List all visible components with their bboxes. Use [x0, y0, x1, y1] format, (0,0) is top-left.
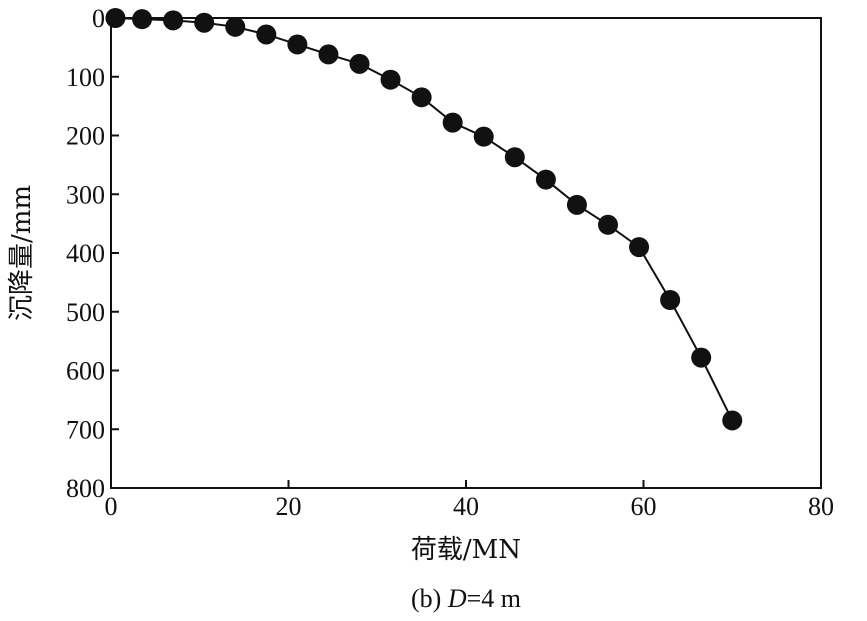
- x-tick-label: 40: [453, 492, 479, 521]
- data-point: [691, 347, 712, 368]
- data-point: [598, 214, 618, 235]
- y-tick-label: 300: [66, 180, 105, 209]
- series-line: [115, 17, 734, 421]
- y-tick-label: 800: [66, 474, 105, 503]
- data-point: [411, 87, 432, 108]
- data-point: [163, 10, 184, 31]
- data-point: [535, 169, 556, 190]
- x-tick-label: 80: [808, 492, 834, 521]
- y-tick-label: 600: [66, 357, 105, 386]
- caption-prefix: (b): [411, 584, 448, 613]
- data-point: [256, 24, 277, 45]
- data-point: [473, 126, 494, 147]
- data-point: [287, 34, 308, 55]
- y-tick-label: 200: [66, 122, 105, 151]
- data-point: [504, 147, 525, 168]
- x-axis-title: 荷载/MN: [411, 535, 521, 565]
- y-tick-label: 500: [66, 298, 105, 327]
- data-point: [380, 69, 401, 90]
- y-tick-label: 700: [66, 415, 105, 444]
- data-point: [660, 290, 681, 310]
- data-points-group: [105, 8, 743, 431]
- y-tick-label: 100: [66, 63, 105, 92]
- y-axis-ticks-group: 0 100 200 300 400 500 600 700 800: [66, 4, 119, 503]
- data-point: [349, 53, 370, 74]
- caption-suffix: =4 m: [467, 584, 521, 613]
- y-tick-label: 400: [66, 239, 105, 268]
- x-tick-label: 20: [276, 492, 302, 521]
- x-axis-ticks-group: 0 20 40 60 80: [105, 480, 834, 521]
- x-tick-label: 0: [105, 492, 118, 521]
- data-point: [442, 112, 463, 133]
- y-axis-title: 沉降量/mm: [7, 185, 37, 321]
- data-point: [566, 194, 587, 215]
- y-tick-label: 0: [92, 4, 105, 33]
- data-point: [318, 44, 339, 65]
- x-tick-label: 60: [631, 492, 657, 521]
- data-point: [194, 12, 215, 33]
- data-point: [225, 16, 246, 37]
- data-point: [105, 8, 126, 28]
- data-point: [722, 410, 743, 431]
- caption-variable: D: [447, 584, 467, 613]
- data-point: [629, 237, 650, 258]
- plot-frame: [110, 17, 822, 489]
- data-point: [132, 9, 153, 30]
- chart-caption: (b) D=4 m: [411, 584, 521, 613]
